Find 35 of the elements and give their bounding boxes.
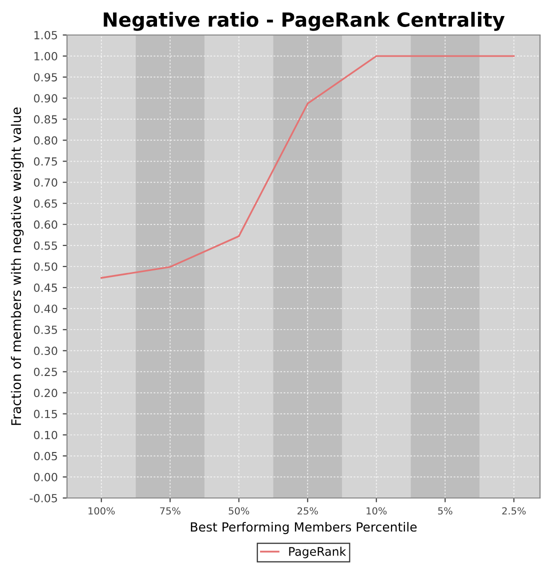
y-tick-label: 0.60 bbox=[34, 220, 58, 229]
y-tick-label: 0.35 bbox=[34, 326, 57, 334]
y-tick-label: 0.70 bbox=[34, 178, 58, 187]
y-tick-label: 1.05 bbox=[34, 30, 57, 40]
x-tick-label: 25% bbox=[298, 507, 318, 515]
y-tick-label: 0.80 bbox=[34, 136, 58, 145]
y-tick-label: 0.45 bbox=[34, 284, 57, 292]
line-series bbox=[100, 55, 515, 279]
legend-label: PageRank bbox=[289, 546, 346, 558]
y-tick-label: 0.90 bbox=[34, 94, 58, 103]
x-tick-label: 2.5% bbox=[502, 507, 526, 515]
y-tick-label: 0.00 bbox=[34, 472, 58, 482]
x-axis-title: Best Performing Members Percentile bbox=[190, 522, 417, 534]
y-tick-label: 0.85 bbox=[34, 115, 57, 124]
x-tick-label: 10% bbox=[366, 507, 387, 515]
y-tick-label: 0.10 bbox=[34, 430, 58, 440]
y-axis-title: Fraction of members with negative weight value bbox=[10, 108, 24, 425]
y-tick-label: 0.20 bbox=[34, 388, 58, 398]
y-tick-label: 0.65 bbox=[34, 199, 57, 208]
y-tick-label: 0.50 bbox=[34, 262, 58, 271]
x-tick-label: 100% bbox=[88, 507, 115, 515]
y-tick-label: 0.55 bbox=[34, 241, 57, 250]
y-tick-label: 0.75 bbox=[34, 157, 57, 166]
y-tick-label: 0.40 bbox=[34, 304, 58, 313]
y-tick-label: 0.30 bbox=[34, 346, 58, 356]
y-tick-label: 0.95 bbox=[34, 73, 57, 82]
y-tick-label: 0.15 bbox=[34, 410, 57, 418]
y-tick-label: 0.25 bbox=[34, 368, 57, 376]
chart-title: Negative ratio - PageRank Centrality bbox=[104, 12, 505, 31]
y-tick-label: 1.00 bbox=[34, 52, 58, 60]
y-tick-label: -0.05 bbox=[30, 494, 58, 502]
x-tick-label: 75% bbox=[160, 507, 180, 515]
x-tick-label: 5% bbox=[438, 507, 452, 515]
x-tick-label: 50% bbox=[228, 507, 250, 515]
y-tick-label: 0.05 bbox=[34, 452, 57, 460]
